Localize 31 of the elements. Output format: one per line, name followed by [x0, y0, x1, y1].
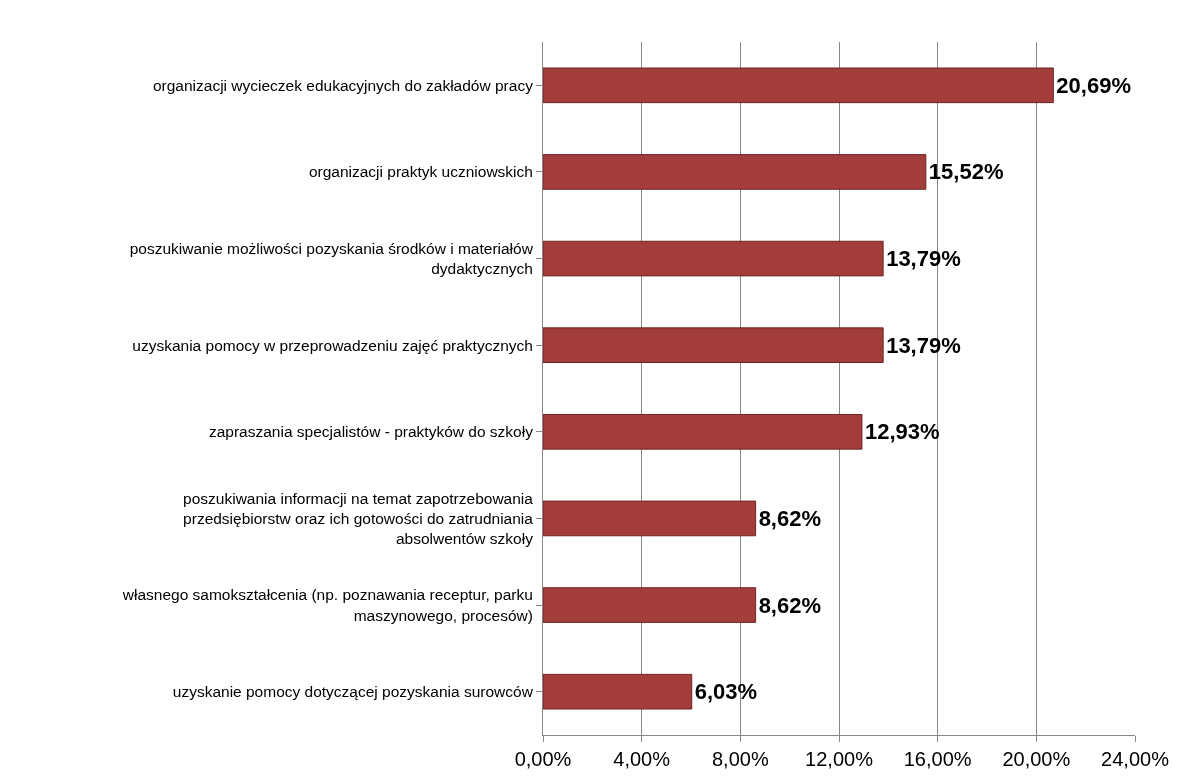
bar: [543, 327, 884, 364]
x-tick-label: 16,00%: [903, 748, 972, 770]
bar: [543, 67, 1054, 104]
y-tick-label: zapraszania specjalistów - praktyków do szkoły: [208, 423, 534, 441]
bar: [543, 587, 757, 623]
y-tick-label: organizacji wycieczek edukacyjnych do zakładów pracy: [152, 76, 534, 94]
x-tick-label: 0,00%: [514, 748, 572, 770]
data-label: 20,69%: [1056, 72, 1131, 98]
y-tick-label: poszukiwania informacji na temat zapotrzebowania przedsiębiorstw oraz ich gotowości do zatrudniania absolwentów szkoły: [183, 489, 534, 548]
data-label: 13,79%: [886, 332, 961, 358]
bar: [543, 500, 757, 537]
y-tick-label: własnego samokształcenia (np. poznawania receptur, parku maszynowego, procesów): [121, 586, 533, 624]
y-tick-label: uzyskania pomocy w przeprowadzeniu zajęć praktycznych: [132, 336, 533, 354]
x-tick-label: 12,00%: [805, 748, 874, 770]
data-label: 8,62%: [758, 505, 822, 531]
bar: [543, 673, 693, 710]
x-tick-label: 24,00%: [1101, 748, 1170, 770]
y-tick-label: uzyskanie pomocy dotyczącej pozyskania surowców: [172, 683, 534, 701]
data-label: 15,52%: [928, 159, 1004, 185]
data-label: 6,03%: [694, 679, 758, 705]
data-label: 13,79%: [886, 246, 961, 272]
x-tick-label: 20,00%: [1002, 748, 1071, 770]
bar: [543, 240, 884, 277]
x-tick-label: 8,00%: [711, 748, 769, 770]
y-tick-label: poszukiwanie możliwości pozyskania środków i materiałów dydaktycznych: [129, 239, 534, 278]
y-tick-label: organizacji praktyk uczniowskich: [308, 163, 533, 181]
x-tick-label: 4,00%: [613, 748, 671, 770]
bar: [543, 154, 927, 190]
data-label: 8,62%: [758, 592, 822, 618]
data-label: 12,93%: [864, 419, 940, 445]
bar: [543, 413, 863, 450]
